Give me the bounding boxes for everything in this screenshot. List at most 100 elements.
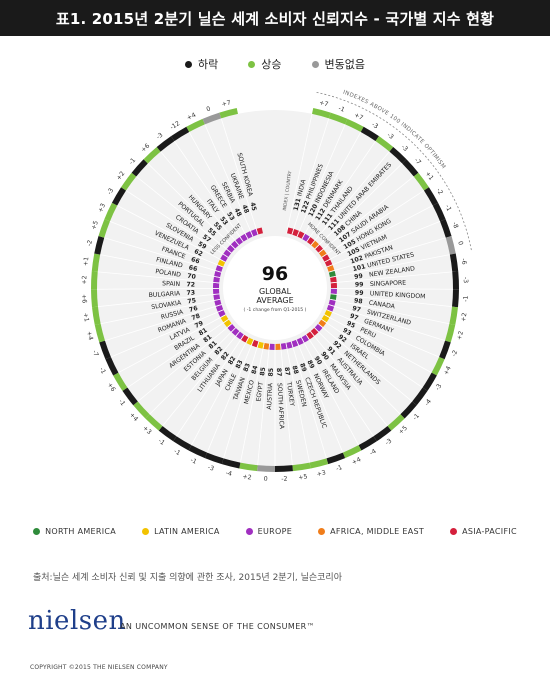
change-label: -3 bbox=[370, 121, 379, 130]
region-segment bbox=[223, 249, 232, 258]
trend-segment bbox=[389, 147, 407, 164]
region-segment bbox=[306, 331, 314, 340]
trend-segment bbox=[105, 356, 119, 376]
country-index-label: 85 bbox=[259, 367, 267, 377]
country-index-label: 92 bbox=[337, 334, 348, 345]
spoke-line bbox=[104, 304, 222, 342]
country-index-label: 99 bbox=[355, 281, 364, 288]
trend-segment bbox=[133, 401, 150, 419]
country-name-label: TURKEY bbox=[285, 381, 296, 407]
spoke-line bbox=[321, 190, 425, 258]
country-index-label: 48 bbox=[240, 204, 250, 215]
region-segment bbox=[324, 259, 333, 267]
change-label: -8 bbox=[451, 221, 460, 229]
country-index-label: 99 bbox=[355, 289, 364, 296]
trend-segment bbox=[413, 172, 429, 191]
region-segment bbox=[213, 288, 220, 295]
region-segment bbox=[218, 310, 226, 318]
optimism-bracket bbox=[316, 91, 472, 251]
country-index-label: 82 bbox=[227, 355, 237, 366]
change-label: +2 bbox=[242, 473, 252, 481]
region-segment bbox=[215, 304, 224, 312]
trend-legend-label: 하락 bbox=[198, 58, 219, 71]
legend-dot-icon bbox=[245, 528, 253, 535]
change-label: +4 bbox=[128, 411, 139, 423]
spoke-line bbox=[117, 205, 226, 263]
country-index-label: 105 bbox=[346, 246, 361, 258]
region-segment bbox=[223, 319, 232, 328]
change-label: +6 bbox=[106, 381, 117, 392]
country-name-label: AUSTRIA bbox=[266, 382, 274, 410]
trend-legend-item: 변동없음 bbox=[311, 56, 365, 72]
change-label: +2 bbox=[460, 312, 468, 322]
change-label: -3 bbox=[400, 144, 409, 153]
trend-segment bbox=[422, 372, 437, 391]
change-label: +3 bbox=[97, 202, 107, 213]
change-label: -3 bbox=[155, 132, 164, 141]
change-label: +5 bbox=[397, 425, 409, 436]
region-segment bbox=[301, 334, 309, 343]
change-label: -1 bbox=[189, 457, 198, 466]
page-title: 표1. 2015년 2분기 닐슨 세계 소비자 신뢰지수 - 국가별 지수 현황 bbox=[0, 0, 550, 36]
legend-dot-icon bbox=[185, 60, 192, 68]
region-segment bbox=[241, 334, 249, 343]
change-label: -3 bbox=[386, 132, 395, 141]
spoke-line bbox=[329, 298, 450, 325]
spoke-line bbox=[204, 124, 254, 237]
change-label: +1 bbox=[82, 312, 90, 322]
region-segment bbox=[240, 233, 248, 242]
region-segment bbox=[306, 237, 315, 245]
region-segment bbox=[326, 304, 335, 312]
region-segment bbox=[310, 328, 319, 336]
change-label: -7 bbox=[413, 157, 422, 166]
region-legend-label: ASIA-PACIFIC bbox=[462, 527, 517, 536]
country-name-label: SPAIN bbox=[162, 280, 181, 288]
spoke-line bbox=[223, 341, 260, 459]
spoke-line bbox=[127, 318, 229, 388]
spoke-line bbox=[321, 318, 423, 388]
region-segment bbox=[246, 337, 254, 346]
change-label: +6 bbox=[80, 294, 88, 304]
spoke-line bbox=[330, 287, 453, 290]
region-legend: NORTH AMERICA LATIN AMERICA EUROPE AFRICA, … bbox=[0, 527, 550, 536]
spoke-line bbox=[97, 271, 220, 284]
region-segment bbox=[217, 259, 226, 267]
country-index-label: 82 bbox=[213, 345, 224, 356]
country-name-label: SOUTH AFRICA bbox=[276, 383, 285, 430]
region-segment bbox=[296, 337, 304, 346]
change-label: +4 bbox=[85, 330, 94, 341]
spoke-line bbox=[104, 237, 222, 273]
region-segment bbox=[302, 233, 310, 242]
trend-segment bbox=[143, 147, 161, 164]
country-index-label: 55 bbox=[212, 221, 223, 232]
spoke-line bbox=[305, 334, 374, 437]
change-label: -1 bbox=[98, 366, 107, 375]
change-label: -1 bbox=[443, 204, 452, 213]
country-index-label: 62 bbox=[193, 248, 204, 258]
spoke-line bbox=[176, 334, 245, 437]
trend-segment bbox=[342, 445, 362, 459]
trend-segment bbox=[292, 462, 311, 472]
region-segment bbox=[235, 237, 244, 245]
trend-segment bbox=[186, 118, 205, 133]
legend-dot-icon bbox=[318, 528, 326, 535]
trend-segment bbox=[445, 323, 456, 343]
country-index-label: 53 bbox=[218, 216, 229, 227]
trend-segment bbox=[94, 323, 105, 343]
region-segment bbox=[330, 282, 337, 288]
country-index-label: 97 bbox=[351, 305, 361, 314]
spoke-line bbox=[174, 140, 244, 243]
legend-dot-icon bbox=[33, 528, 41, 535]
change-label: +3 bbox=[141, 425, 153, 436]
change-label: -2 bbox=[451, 349, 460, 357]
spoke-line bbox=[330, 271, 453, 284]
trend-segment bbox=[326, 452, 346, 465]
spoke-line bbox=[206, 339, 255, 453]
spoke-line bbox=[296, 124, 346, 237]
change-label: +2 bbox=[81, 275, 88, 284]
spoke-line bbox=[329, 254, 450, 278]
change-label: -1 bbox=[117, 398, 126, 407]
trend-legend-item: 하락 bbox=[185, 56, 218, 72]
trend-segment bbox=[452, 289, 459, 308]
change-label: -3 bbox=[207, 464, 215, 473]
